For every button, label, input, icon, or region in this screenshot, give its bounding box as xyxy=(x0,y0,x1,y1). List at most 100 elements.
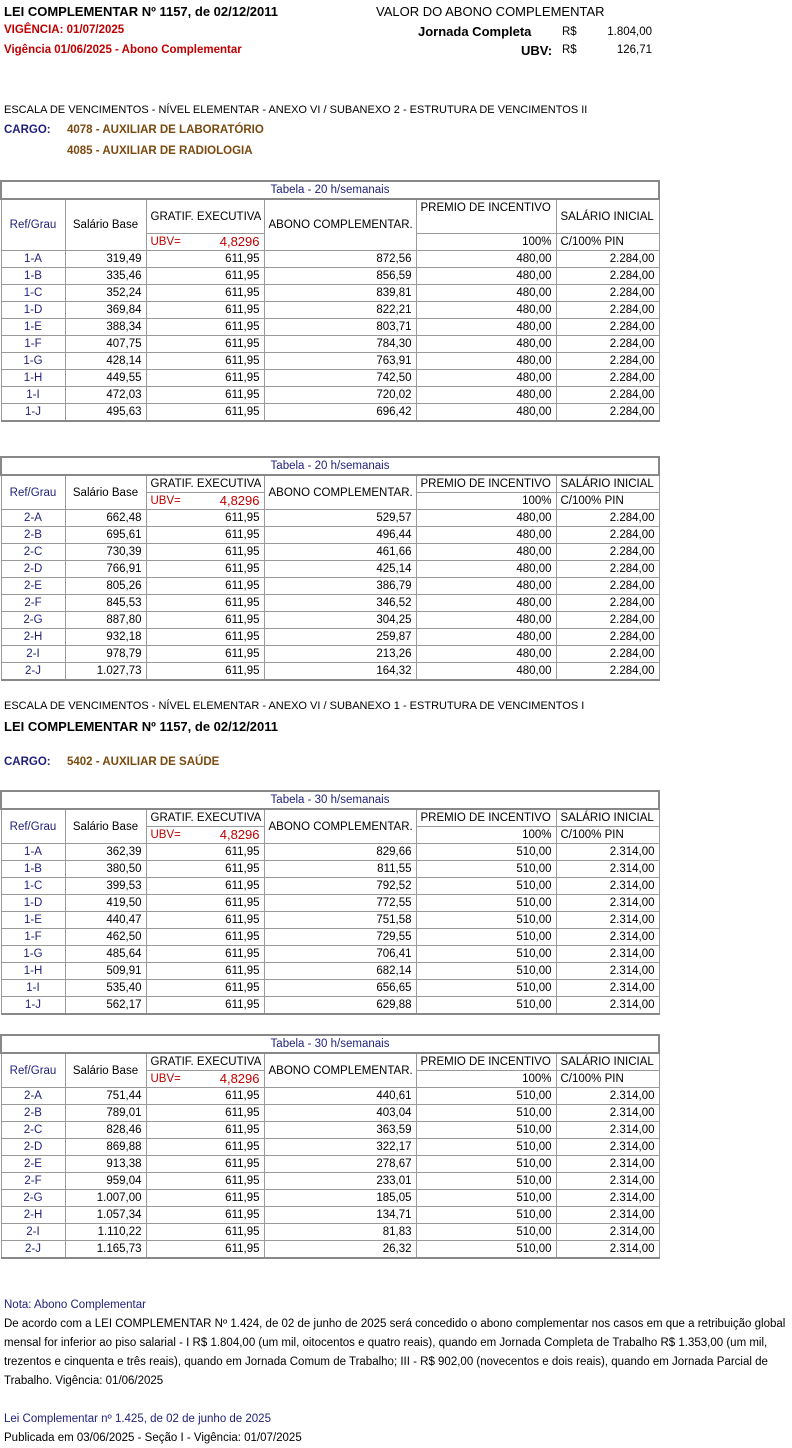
table-row: 1-B 335,46 611,95 856,59 480,00 2.284,00 xyxy=(0,267,660,285)
abono-complementar-cell: 839,81 xyxy=(263,284,417,302)
col-base: Salário Base xyxy=(64,808,147,844)
salario-inicial-cell: 2.284,00 xyxy=(555,369,660,387)
gratif-executiva-cell: 611,95 xyxy=(145,509,265,527)
col-salario: SALÁRIO INICIAL xyxy=(555,198,660,234)
salario-base-cell: 766,91 xyxy=(64,560,147,578)
gratif-executiva-cell: 611,95 xyxy=(145,369,265,387)
salario-base-cell: 1.027,73 xyxy=(64,662,147,681)
salario-base-cell: 399,53 xyxy=(64,877,147,895)
salario-inicial-cell: 2.314,00 xyxy=(555,1206,660,1224)
salario-base-cell: 562,17 xyxy=(64,996,147,1015)
salario-base-cell: 428,14 xyxy=(64,352,147,370)
abono-complementar-cell: 322,17 xyxy=(263,1138,417,1156)
salario-inicial-cell: 2.314,00 xyxy=(555,1240,660,1259)
premio-incentivo-cell: 480,00 xyxy=(415,577,557,595)
abono-complementar-cell: 784,30 xyxy=(263,335,417,353)
cargo-4078: 4078 - AUXILIAR DE LABORATÓRIO xyxy=(67,124,264,136)
col-base: Salário Base xyxy=(64,198,147,251)
abono-complementar-cell: 682,14 xyxy=(263,962,417,980)
law-title: LEI COMPLEMENTAR Nº 1157, de 02/12/2011 xyxy=(4,4,279,19)
premio-incentivo-cell: 480,00 xyxy=(415,267,557,285)
table-row: 2-A 751,44 611,95 440,61 510,00 2.314,00 xyxy=(0,1087,660,1105)
abono-complementar-cell: 751,58 xyxy=(263,911,417,929)
salario-base-cell: 805,26 xyxy=(64,577,147,595)
table-row: 1-G 428,14 611,95 763,91 480,00 2.284,00 xyxy=(0,352,660,370)
salary-table: Tabela - 30 h/semanais Ref/Grau Salário B… xyxy=(0,790,660,1015)
ref-grau-cell: 2-C xyxy=(0,1121,66,1139)
salario-base-cell: 1.007,00 xyxy=(64,1189,147,1207)
col-abono: ABONO COMPLEMENTAR. xyxy=(263,1052,417,1088)
gratif-executiva-cell: 611,95 xyxy=(145,1189,265,1207)
gratif-executiva-cell: 611,95 xyxy=(145,996,265,1015)
premio-incentivo-cell: 480,00 xyxy=(415,335,557,353)
table-row: 1-I 535,40 611,95 656,65 510,00 2.314,00 xyxy=(0,979,660,997)
premio-incentivo-cell: 510,00 xyxy=(415,1121,557,1139)
premio-incentivo-cell: 510,00 xyxy=(415,911,557,929)
abono-complementar-cell: 346,52 xyxy=(263,594,417,612)
gratif-executiva-cell: 611,95 xyxy=(145,979,265,997)
salario-inicial-cell: 2.314,00 xyxy=(555,894,660,912)
ref-grau-cell: 1-C xyxy=(0,877,66,895)
salario-inicial-cell: 2.284,00 xyxy=(555,335,660,353)
vigencia-abono: Vigência 01/06/2025 - Abono Complementar xyxy=(4,44,242,56)
premio-incentivo-cell: 510,00 xyxy=(415,1206,557,1224)
table-title: Tabela - 30 h/semanais xyxy=(0,1034,660,1054)
ref-grau-cell: 2-C xyxy=(0,543,66,561)
gratif-executiva-cell: 611,95 xyxy=(145,318,265,336)
gratif-executiva-cell: 611,95 xyxy=(145,928,265,946)
ref-grau-cell: 1-J xyxy=(0,403,66,422)
salario-inicial-cell: 2.284,00 xyxy=(555,318,660,336)
ubv-value: 4,8296 xyxy=(219,827,260,843)
abono-complementar-cell: 259,87 xyxy=(263,628,417,646)
salario-inicial-cell: 2.314,00 xyxy=(555,996,660,1015)
ref-grau-cell: 2-G xyxy=(0,611,66,629)
premio-incentivo-cell: 480,00 xyxy=(415,645,557,663)
abono-complementar-cell: 164,32 xyxy=(263,662,417,681)
salario-base-cell: 362,39 xyxy=(64,843,147,861)
gratif-executiva-cell: 611,95 xyxy=(145,662,265,681)
salario-inicial-cell: 2.284,00 xyxy=(555,509,660,527)
ubv-label: UBV= xyxy=(150,1073,181,1085)
ref-grau-cell: 1-E xyxy=(0,911,66,929)
gratif-executiva-cell: 611,95 xyxy=(145,386,265,404)
jornada-currency: R$ xyxy=(562,26,577,38)
table-row: 1-E 388,34 611,95 803,71 480,00 2.284,00 xyxy=(0,318,660,336)
ref-grau-cell: 1-E xyxy=(0,318,66,336)
salario-base-cell: 462,50 xyxy=(64,928,147,946)
ref-grau-cell: 1-H xyxy=(0,369,66,387)
abono-complementar-cell: 26,32 xyxy=(263,1240,417,1259)
premio-incentivo-cell: 510,00 xyxy=(415,894,557,912)
abono-complementar-cell: 696,42 xyxy=(263,403,417,422)
gratif-executiva-cell: 611,95 xyxy=(145,577,265,595)
salario-inicial-cell: 2.284,00 xyxy=(555,526,660,544)
salario-inicial-cell: 2.314,00 xyxy=(555,911,660,929)
col-base: Salário Base xyxy=(64,1052,147,1088)
salario-inicial-cell: 2.284,00 xyxy=(555,250,660,268)
salario-inicial-cell: 2.284,00 xyxy=(555,267,660,285)
abono-complementar-cell: 233,01 xyxy=(263,1172,417,1190)
abono-complementar-cell: 729,55 xyxy=(263,928,417,946)
table-row: 1-D 369,84 611,95 822,21 480,00 2.284,00 xyxy=(0,301,660,319)
col-abono: ABONO COMPLEMENTAR. xyxy=(263,808,417,844)
table-row: 2-H 932,18 611,95 259,87 480,00 2.284,00 xyxy=(0,628,660,646)
abono-complementar-cell: 822,21 xyxy=(263,301,417,319)
salario-inicial-cell: 2.314,00 xyxy=(555,1172,660,1190)
col-salario: SALÁRIO INICIAL xyxy=(555,474,660,493)
abono-complementar-cell: 440,61 xyxy=(263,1087,417,1105)
abono-complementar-cell: 742,50 xyxy=(263,369,417,387)
abono-complementar-cell: 529,57 xyxy=(263,509,417,527)
cargo-label-2: CARGO: xyxy=(4,756,51,768)
abono-complementar-cell: 403,04 xyxy=(263,1104,417,1122)
salario-inicial-cell: 2.314,00 xyxy=(555,962,660,980)
col-salario: SALÁRIO INICIAL xyxy=(555,808,660,827)
salario-inicial-cell: 2.314,00 xyxy=(555,1155,660,1173)
gratif-executiva-cell: 611,95 xyxy=(145,945,265,963)
premio-incentivo-cell: 480,00 xyxy=(415,628,557,646)
gratif-executiva-cell: 611,95 xyxy=(145,301,265,319)
salario-base-cell: 335,46 xyxy=(64,267,147,285)
salario-base-cell: 959,04 xyxy=(64,1172,147,1190)
law-1425: Lei Complementar nº 1.425, de 02 de junh… xyxy=(4,1413,271,1425)
abono-complementar-cell: 706,41 xyxy=(263,945,417,963)
abono-complementar-cell: 278,67 xyxy=(263,1155,417,1173)
salario-inicial-cell: 2.284,00 xyxy=(555,386,660,404)
